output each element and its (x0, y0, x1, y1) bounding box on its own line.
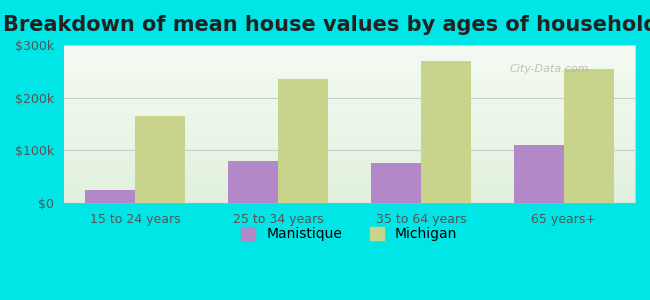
Bar (85, 190, 135, 203)
Bar (228, 161, 278, 203)
Bar (278, 79, 328, 203)
Legend: Manistique, Michigan: Manistique, Michigan (236, 222, 463, 247)
Bar (564, 69, 614, 203)
Bar (371, 164, 421, 203)
Bar (514, 145, 564, 203)
Title: Breakdown of mean house values by ages of householders: Breakdown of mean house values by ages o… (3, 15, 650, 35)
Text: City-Data.com: City-Data.com (510, 64, 589, 74)
Bar (421, 61, 471, 203)
Bar (135, 116, 185, 203)
